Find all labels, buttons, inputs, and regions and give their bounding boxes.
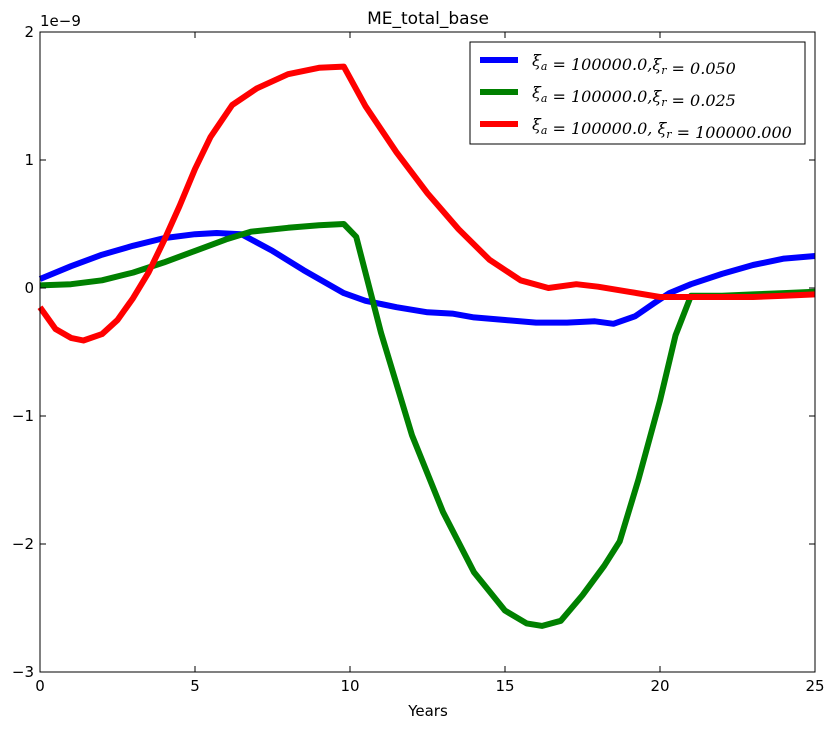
x-tick-label: 10: [340, 677, 359, 695]
plot-frame: [39, 31, 816, 673]
y-tick-label: 1: [24, 151, 34, 169]
series-line-1: [38, 230, 816, 327]
x-tick-label: 15: [495, 677, 514, 695]
y-tick-label: 2: [24, 23, 34, 41]
legend-label: ξa = 100000.0,ξr = 0.025: [532, 83, 736, 110]
y-tick-label: −2: [12, 535, 34, 553]
legend: ξa = 100000.0,ξr = 0.050 ξa = 100000.0,ξr…: [469, 41, 806, 145]
x-tick-label: 5: [190, 677, 200, 695]
y-tick-label: −1: [12, 407, 34, 425]
chart-title: ME_total_base: [367, 9, 489, 29]
legend-label: ξa = 100000.0,ξr = 0.050: [532, 51, 736, 78]
series-line-2: [39, 221, 816, 629]
x-tick-label: 20: [650, 677, 669, 695]
series-line-3: [37, 63, 816, 344]
ticks-layer: 0 5 10 15 20 25 −3 −2 −1 0 1 2: [12, 23, 825, 695]
legend-box: [469, 41, 806, 145]
y-tick-label: 0: [24, 279, 34, 297]
x-tick-label: 0: [35, 677, 45, 695]
legend-label: ξa = 100000.0, ξr = 100000.000: [532, 115, 792, 142]
y-scale-label: 1e−9: [40, 12, 81, 30]
x-tick-label: 25: [805, 677, 824, 695]
y-tick-label: −3: [12, 663, 34, 681]
series-layer: [37, 63, 816, 629]
x-axis-label: Years: [407, 702, 448, 720]
